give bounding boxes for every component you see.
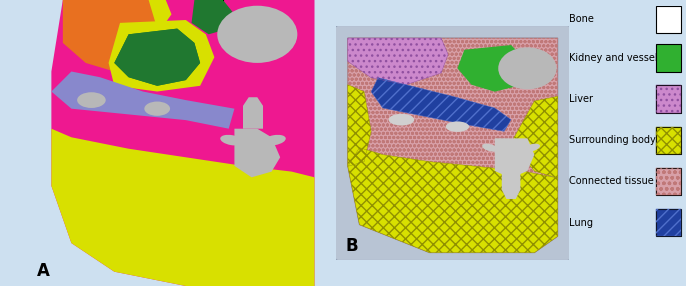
Polygon shape: [348, 148, 558, 253]
Polygon shape: [108, 20, 215, 92]
Text: B: B: [346, 237, 358, 255]
Polygon shape: [348, 38, 558, 253]
Polygon shape: [501, 171, 521, 199]
Polygon shape: [63, 0, 172, 43]
Ellipse shape: [77, 92, 106, 108]
Ellipse shape: [498, 47, 556, 89]
Bar: [656, 168, 681, 195]
Bar: [656, 126, 681, 154]
Polygon shape: [51, 72, 235, 129]
Bar: [656, 209, 681, 236]
Polygon shape: [115, 29, 200, 86]
Polygon shape: [371, 78, 511, 131]
Polygon shape: [511, 96, 558, 178]
Text: Lung: Lung: [569, 218, 593, 228]
Polygon shape: [243, 97, 263, 129]
Bar: [656, 85, 681, 113]
Text: Liver: Liver: [569, 94, 593, 104]
Polygon shape: [235, 129, 280, 177]
Polygon shape: [348, 38, 448, 85]
Bar: [656, 6, 681, 33]
Ellipse shape: [217, 6, 297, 63]
Polygon shape: [348, 85, 371, 166]
Text: Kidney and vessels: Kidney and vessels: [569, 53, 663, 63]
Ellipse shape: [144, 102, 170, 116]
Bar: [656, 168, 681, 195]
Ellipse shape: [524, 144, 540, 152]
Ellipse shape: [388, 114, 414, 126]
Bar: [656, 85, 681, 113]
Polygon shape: [115, 29, 200, 86]
Polygon shape: [51, 0, 314, 286]
Text: Connected tissue: Connected tissue: [569, 176, 654, 186]
Polygon shape: [51, 129, 314, 286]
Bar: [656, 209, 681, 236]
Polygon shape: [191, 0, 235, 34]
Bar: [656, 126, 681, 154]
Polygon shape: [458, 45, 528, 92]
Text: Surrounding body: Surrounding body: [569, 135, 656, 145]
Ellipse shape: [263, 135, 286, 146]
Ellipse shape: [482, 144, 498, 152]
Bar: [656, 44, 681, 72]
FancyBboxPatch shape: [335, 25, 571, 261]
Polygon shape: [495, 138, 534, 178]
Text: A: A: [37, 262, 50, 280]
Polygon shape: [63, 0, 157, 72]
Ellipse shape: [446, 122, 469, 132]
Ellipse shape: [220, 135, 243, 146]
Text: Bone: Bone: [569, 15, 594, 24]
